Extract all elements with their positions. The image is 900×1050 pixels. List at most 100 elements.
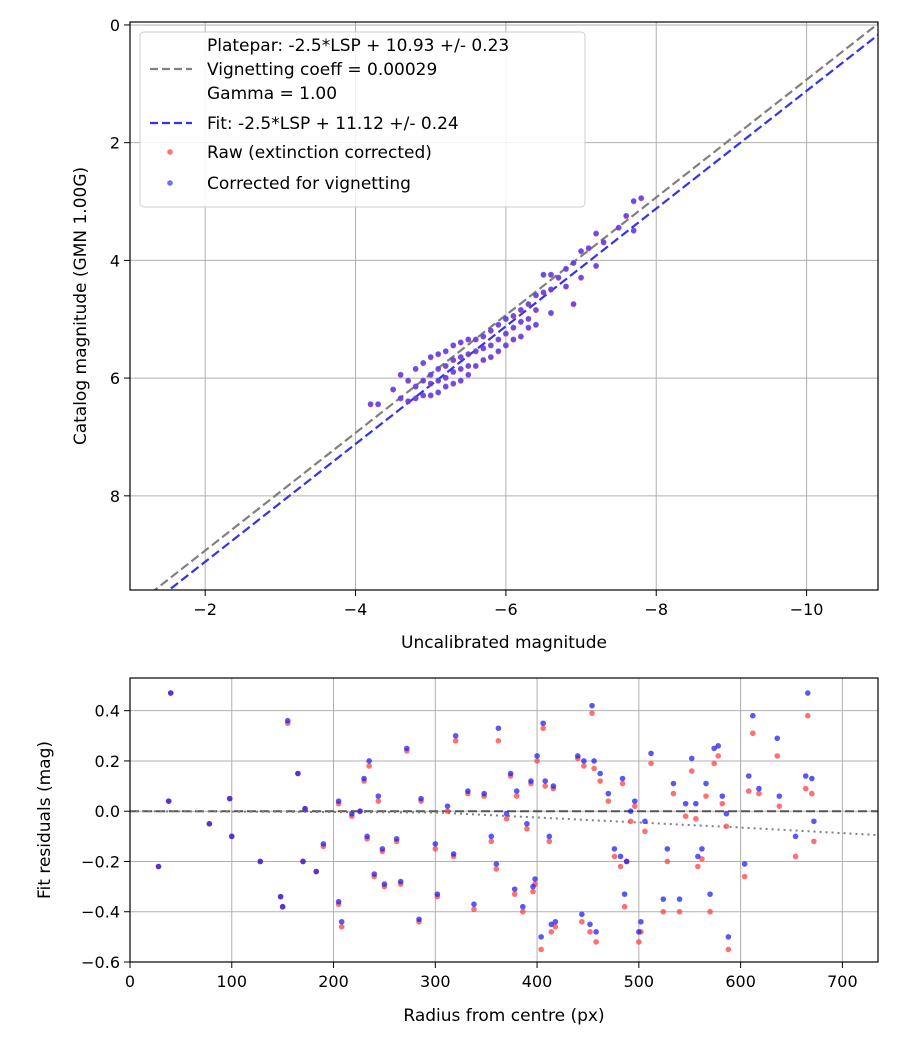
raw-point: [488, 838, 495, 845]
raw-point: [621, 903, 628, 910]
corrected-point: [375, 401, 381, 407]
top-plot-frame: [129, 21, 879, 591]
corrected-point: [707, 891, 713, 897]
raw-point: [611, 853, 618, 860]
raw-point: [591, 765, 597, 772]
corrected-point: [548, 921, 555, 928]
corrected-point: [420, 377, 426, 384]
corrected-point: [397, 371, 404, 378]
raw-point: [444, 808, 451, 815]
corrected-point: [518, 307, 524, 313]
raw-point: [707, 908, 713, 915]
corrected-point: [503, 330, 509, 337]
y-tick-label: 0.2: [95, 752, 120, 771]
top-ticks: −2 −4 −6 −8 −10 0 2 4 6 8: [110, 16, 824, 619]
corrected-point: [530, 883, 536, 890]
corrected-point: [320, 841, 327, 847]
raw-point: [664, 858, 671, 865]
corrected-point: [809, 775, 815, 782]
corrected-point: [676, 896, 683, 902]
y-tick-label: 0: [110, 16, 120, 35]
corrected-point: [427, 371, 434, 378]
raw-point: [693, 815, 699, 822]
corrected-point: [435, 351, 442, 357]
corrected-point: [631, 798, 638, 804]
raw-point: [589, 710, 595, 716]
corrected-point: [295, 770, 301, 777]
raw-point: [617, 863, 624, 870]
x-tick-label: 0: [125, 972, 135, 991]
bottom-x-axis-label: Radius from centre (px): [403, 1006, 604, 1026]
raw-point: [581, 763, 587, 769]
corrected-point: [617, 853, 624, 860]
corrected-point: [412, 395, 419, 401]
corrected-point: [591, 758, 597, 764]
raw-point: [524, 825, 530, 832]
raw-point: [542, 783, 549, 789]
corrected-point: [548, 309, 554, 316]
raw-point: [792, 853, 799, 860]
x-tick-label: −6: [494, 600, 518, 619]
corrected-point: [503, 315, 509, 322]
corrected-point: [405, 377, 411, 384]
raw-point: [802, 785, 809, 792]
corrected-point: [552, 918, 559, 925]
corrected-point: [548, 286, 554, 293]
legend-entry: Corrected for vignetting: [207, 174, 411, 194]
bottom-plot-frame: [129, 677, 879, 963]
corrected-point: [226, 795, 233, 802]
corrected-point: [670, 780, 677, 787]
raw-point: [593, 939, 599, 945]
corrected-point: [563, 283, 569, 290]
x-tick-label: 700: [827, 972, 858, 991]
corrected-point: [682, 800, 689, 807]
raw-point: [715, 753, 722, 759]
corrected-point: [533, 321, 539, 328]
raw-point: [741, 873, 748, 880]
corrected-point: [412, 365, 419, 372]
corrected-point: [284, 717, 291, 724]
y-tick-label: −0.6: [81, 953, 120, 972]
corrected-point: [300, 858, 306, 865]
raw-point: [676, 908, 683, 915]
corrected-point: [540, 271, 547, 278]
raw-point: [452, 738, 459, 744]
corrected-point: [465, 351, 472, 357]
corrected-point: [465, 362, 472, 369]
corrected-point: [257, 858, 264, 865]
corrected-point: [574, 753, 581, 759]
bottom-grid: [129, 678, 878, 963]
corrected-point: [693, 800, 699, 807]
corrected-point: [774, 735, 781, 742]
corrected-point: [589, 702, 595, 709]
corrected-point: [550, 783, 557, 789]
corrected-point: [480, 333, 487, 340]
corrected-point: [434, 891, 441, 897]
corrected-point: [442, 348, 449, 354]
legend: Platepar: -2.5*LSP + 10.93 +/- 0.23 Vigne…: [139, 31, 586, 208]
corrected-point: [452, 733, 459, 739]
corrected-point: [488, 354, 494, 360]
corrected-point: [357, 808, 363, 815]
y-tick-label: 8: [110, 487, 120, 506]
corrected-point: [750, 712, 756, 719]
corrected-point: [450, 380, 457, 387]
corrected-point: [520, 903, 526, 910]
corrected-point: [630, 198, 637, 204]
corrected-point: [465, 788, 471, 794]
corrected-point: [364, 833, 370, 840]
corrected-point: [165, 798, 172, 804]
corrected-point: [420, 360, 426, 366]
raw-point: [548, 929, 555, 935]
corrected-point: [465, 336, 472, 343]
x-tick-label: 300: [420, 972, 451, 991]
corrected-point: [510, 336, 517, 343]
corrected-point: [699, 846, 705, 852]
corrected-point: [435, 389, 442, 396]
corrected-point: [335, 898, 342, 905]
corrected-point: [366, 758, 372, 764]
corrected-point: [715, 743, 722, 749]
corrected-point: [600, 239, 607, 245]
corrected-point: [581, 758, 587, 764]
corrected-point: [534, 753, 540, 759]
